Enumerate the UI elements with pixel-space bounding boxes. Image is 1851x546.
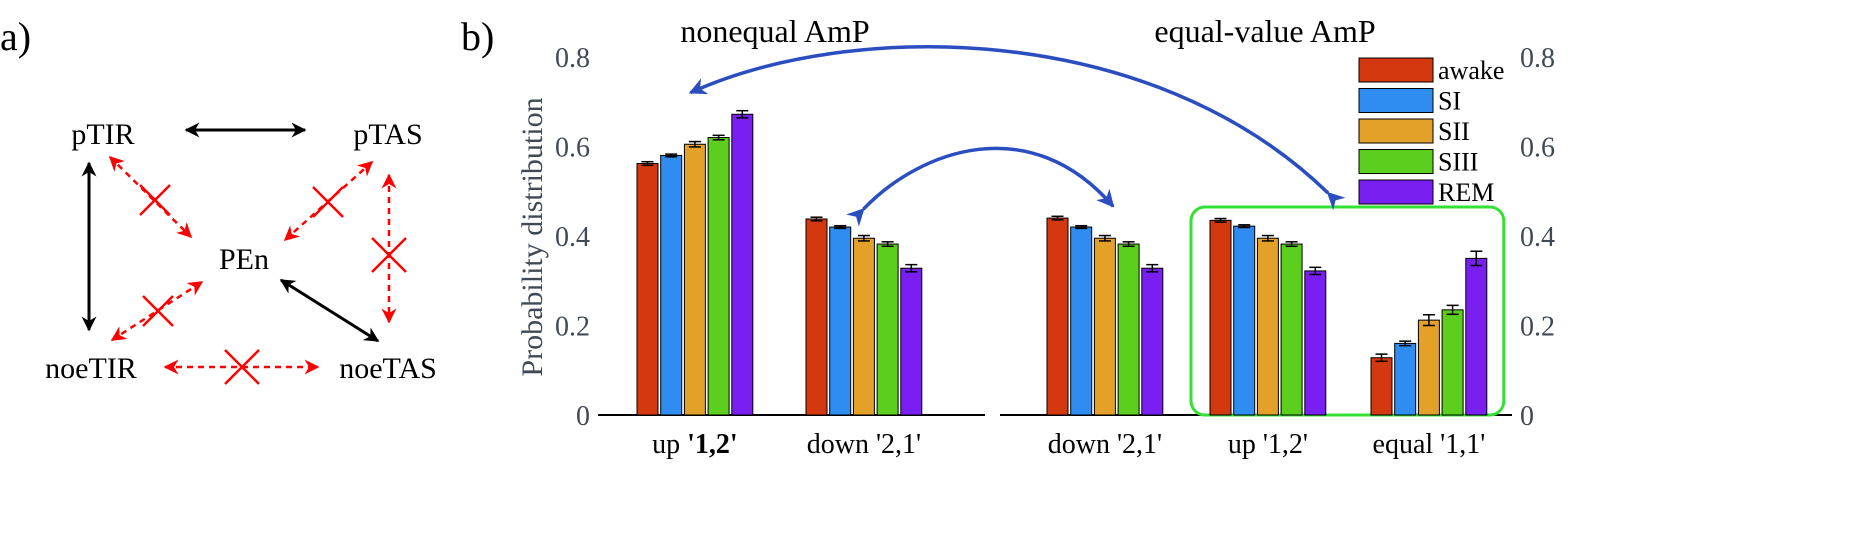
panel-a-diagram: a) pTIR pTAS PEn noeTIR noeTAS [0,14,437,385]
y-tick-label-right: 0.8 [1520,43,1555,74]
x-tick-label-1: down '2,1' [807,429,921,460]
panel-b-chart: b) nonequal AmP equal-value AmP Probabil… [461,13,1555,460]
y-tick-label-right: 0.6 [1520,133,1555,164]
bar-si-3 [1233,225,1256,416]
link-arrow-up [688,45,1346,211]
bar-sii-1 [852,237,875,416]
bar-siii-4 [1441,309,1464,416]
y-tick-label-left: 0 [576,401,590,432]
x-tick-label-3: up '1,2' [1228,429,1308,460]
bar-awake-4 [1370,357,1393,416]
bar-rem-0 [731,113,754,416]
x-tick-label-0: up '1,2' [652,429,738,460]
panel-b-label: b) [461,14,494,59]
edge-ptir-pen-blocked [108,155,193,239]
section-title-nonequal: nonequal AmP [680,13,869,49]
bar-rem-2 [1141,267,1164,416]
bar-sii-3 [1256,237,1279,416]
edge-noetir-noetas-blocked [163,349,320,385]
legend-label-sii: SII [1438,117,1470,146]
node-noetas: noeTAS [339,352,437,385]
node-ptir: pTIR [71,118,134,151]
y-axis-label: Probability distribution [516,97,549,376]
bar-si-0 [660,154,683,416]
bar-awake-0 [636,163,659,416]
legend-label-rem: REM [1438,178,1494,207]
bar-rem-1 [900,267,923,416]
node-ptas: pTAS [353,118,422,151]
legend-label-awake: awake [1438,56,1504,85]
y-tick-label-left: 0.4 [555,222,590,253]
edge-ptas-pen-blocked [283,160,374,242]
bar-awake-3 [1209,219,1232,416]
y-tick-label-right: 0.2 [1520,312,1555,343]
legend-swatch-awake [1358,57,1434,83]
node-noetir: noeTIR [45,352,137,385]
bar-si-2 [1070,226,1093,416]
node-pen: PEn [219,243,269,276]
edge-ptas-noetas-blocked [371,173,407,324]
y-tick-label-left: 0.8 [555,43,590,74]
legend-swatch-sii [1358,118,1434,144]
y-tick-label-right: 0.4 [1520,222,1555,253]
link-arrow-down [846,146,1115,227]
section-title-equal: equal-value AmP [1154,13,1375,49]
bar-awake-2 [1046,217,1069,416]
bar-si-1 [829,226,852,416]
legend-label-siii: SIII [1438,148,1478,177]
highlight-box [1189,205,1506,417]
x-tick-label-4: equal '1,1' [1373,429,1486,460]
y-tick-label-left: 0.2 [555,312,590,343]
edge-pen-noetas [279,278,380,343]
legend-label-si: SI [1438,87,1461,116]
bar-sii-4 [1417,319,1440,416]
bar-rem-4 [1465,257,1488,416]
panel-a-label: a) [0,14,31,59]
bar-siii-2 [1117,243,1140,416]
edge-noetir-pen-blocked [110,280,204,342]
y-tick-label-right: 0 [1520,401,1534,432]
bar-siii-0 [707,137,730,416]
bar-sii-0 [683,143,706,416]
bar-siii-1 [876,243,899,416]
y-tick-label-left: 0.6 [555,133,590,164]
bar-sii-2 [1093,237,1116,416]
legend-swatch-siii [1358,149,1434,174]
x-tick-label-2: down '2,1' [1048,429,1162,460]
bar-siii-3 [1280,243,1303,416]
bar-rem-3 [1304,270,1327,416]
legend-swatch-rem [1358,179,1434,205]
legend-swatch-si [1358,88,1434,113]
bar-awake-1 [805,218,828,416]
bar-si-4 [1394,342,1417,416]
